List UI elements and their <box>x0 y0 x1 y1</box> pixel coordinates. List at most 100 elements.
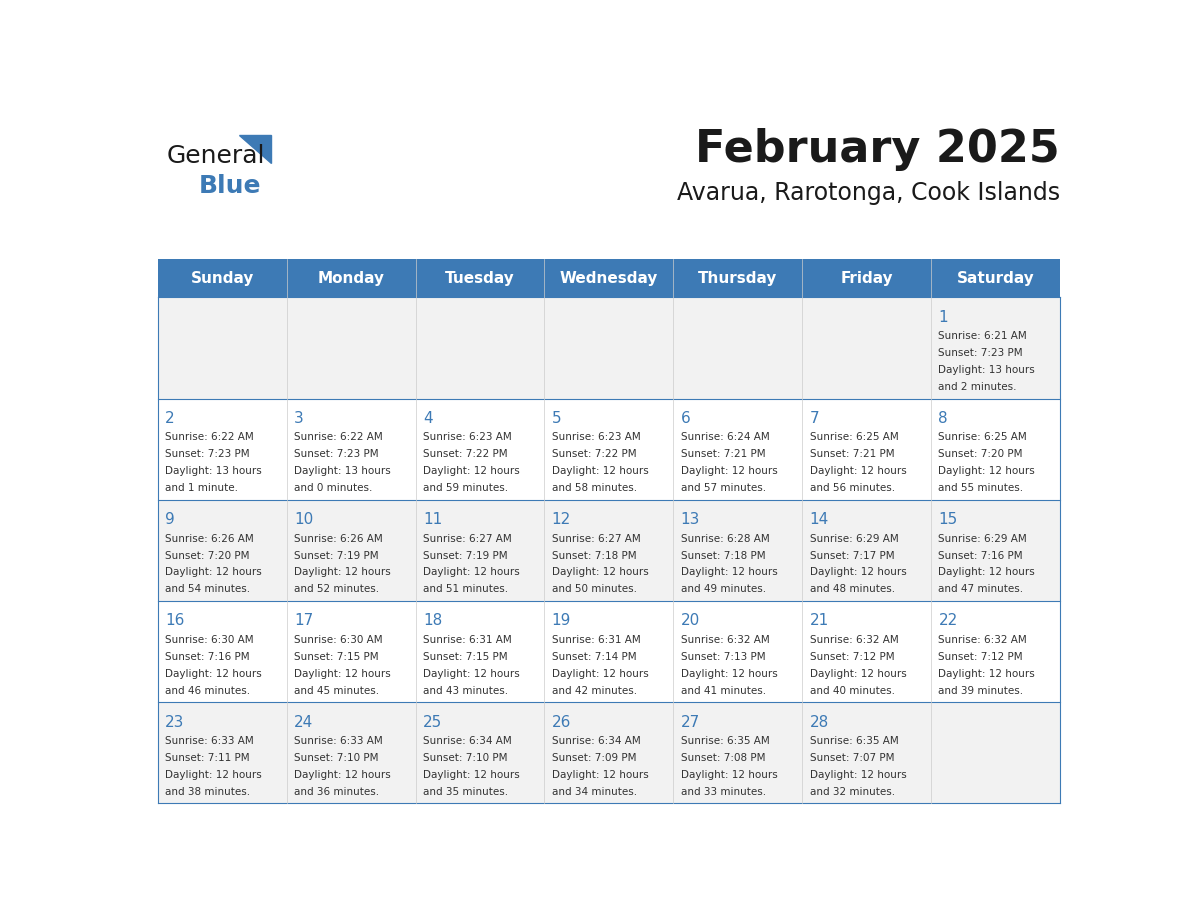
Text: Sunrise: 6:31 AM: Sunrise: 6:31 AM <box>551 634 640 644</box>
Text: Thursday: Thursday <box>699 271 777 285</box>
Text: 15: 15 <box>939 512 958 527</box>
Text: Sunset: 7:11 PM: Sunset: 7:11 PM <box>165 753 249 763</box>
Text: and 33 minutes.: and 33 minutes. <box>681 787 766 797</box>
Text: Sunset: 7:23 PM: Sunset: 7:23 PM <box>939 348 1023 358</box>
Text: and 35 minutes.: and 35 minutes. <box>423 787 508 797</box>
Text: Daylight: 12 hours: Daylight: 12 hours <box>423 466 519 476</box>
Text: Sunset: 7:19 PM: Sunset: 7:19 PM <box>293 551 379 561</box>
Text: Sunrise: 6:24 AM: Sunrise: 6:24 AM <box>681 432 770 442</box>
Text: Sunset: 7:20 PM: Sunset: 7:20 PM <box>939 450 1023 459</box>
Text: 2: 2 <box>165 411 175 426</box>
Text: 23: 23 <box>165 714 184 730</box>
Text: Daylight: 12 hours: Daylight: 12 hours <box>423 567 519 577</box>
Text: Daylight: 12 hours: Daylight: 12 hours <box>551 466 649 476</box>
Text: and 45 minutes.: and 45 minutes. <box>293 686 379 696</box>
Text: Daylight: 13 hours: Daylight: 13 hours <box>165 466 261 476</box>
Text: and 1 minute.: and 1 minute. <box>165 484 238 493</box>
Text: 12: 12 <box>551 512 571 527</box>
Text: Daylight: 12 hours: Daylight: 12 hours <box>293 567 391 577</box>
Text: Sunrise: 6:31 AM: Sunrise: 6:31 AM <box>423 634 512 644</box>
Polygon shape <box>239 135 271 163</box>
Text: Sunset: 7:15 PM: Sunset: 7:15 PM <box>423 652 507 662</box>
Text: and 36 minutes.: and 36 minutes. <box>293 787 379 797</box>
Text: and 43 minutes.: and 43 minutes. <box>423 686 508 696</box>
Text: Avarua, Rarotonga, Cook Islands: Avarua, Rarotonga, Cook Islands <box>677 181 1060 205</box>
Text: Daylight: 12 hours: Daylight: 12 hours <box>165 668 261 678</box>
Text: and 34 minutes.: and 34 minutes. <box>551 787 637 797</box>
Text: 21: 21 <box>809 613 829 629</box>
Text: and 40 minutes.: and 40 minutes. <box>809 686 895 696</box>
Text: and 58 minutes.: and 58 minutes. <box>551 484 637 493</box>
Text: Tuesday: Tuesday <box>446 271 514 285</box>
Text: Daylight: 12 hours: Daylight: 12 hours <box>551 769 649 779</box>
Text: Sunset: 7:07 PM: Sunset: 7:07 PM <box>809 753 895 763</box>
Text: Wednesday: Wednesday <box>560 271 658 285</box>
Text: Sunset: 7:20 PM: Sunset: 7:20 PM <box>165 551 249 561</box>
Text: 14: 14 <box>809 512 829 527</box>
Text: Daylight: 12 hours: Daylight: 12 hours <box>423 668 519 678</box>
Text: Daylight: 12 hours: Daylight: 12 hours <box>939 668 1035 678</box>
Text: and 0 minutes.: and 0 minutes. <box>293 484 372 493</box>
Text: and 55 minutes.: and 55 minutes. <box>939 484 1024 493</box>
Text: Daylight: 12 hours: Daylight: 12 hours <box>165 769 261 779</box>
Text: Sunset: 7:09 PM: Sunset: 7:09 PM <box>551 753 637 763</box>
Text: Sunset: 7:13 PM: Sunset: 7:13 PM <box>681 652 765 662</box>
Text: Sunrise: 6:32 AM: Sunrise: 6:32 AM <box>939 634 1028 644</box>
Text: and 38 minutes.: and 38 minutes. <box>165 787 251 797</box>
Text: Sunrise: 6:22 AM: Sunrise: 6:22 AM <box>165 432 254 442</box>
Text: Sunrise: 6:23 AM: Sunrise: 6:23 AM <box>423 432 512 442</box>
Text: 11: 11 <box>423 512 442 527</box>
Text: 19: 19 <box>551 613 571 629</box>
Text: 18: 18 <box>423 613 442 629</box>
Text: Sunrise: 6:30 AM: Sunrise: 6:30 AM <box>293 634 383 644</box>
Text: Daylight: 12 hours: Daylight: 12 hours <box>809 668 906 678</box>
Text: Sunset: 7:12 PM: Sunset: 7:12 PM <box>809 652 895 662</box>
Text: Daylight: 12 hours: Daylight: 12 hours <box>293 668 391 678</box>
Text: 25: 25 <box>423 714 442 730</box>
Text: and 46 minutes.: and 46 minutes. <box>165 686 251 696</box>
Text: Daylight: 12 hours: Daylight: 12 hours <box>423 769 519 779</box>
Text: Sunset: 7:23 PM: Sunset: 7:23 PM <box>293 450 379 459</box>
Text: Sunrise: 6:29 AM: Sunrise: 6:29 AM <box>939 533 1028 543</box>
Text: Daylight: 12 hours: Daylight: 12 hours <box>681 466 777 476</box>
Text: 13: 13 <box>681 512 700 527</box>
Text: 3: 3 <box>293 411 304 426</box>
Text: 27: 27 <box>681 714 700 730</box>
Text: Sunrise: 6:25 AM: Sunrise: 6:25 AM <box>939 432 1028 442</box>
Text: 1: 1 <box>939 310 948 325</box>
Bar <box>158 600 1060 701</box>
Bar <box>158 297 1060 398</box>
Text: Daylight: 12 hours: Daylight: 12 hours <box>165 567 261 577</box>
Text: Sunset: 7:12 PM: Sunset: 7:12 PM <box>939 652 1023 662</box>
Text: Sunrise: 6:27 AM: Sunrise: 6:27 AM <box>423 533 512 543</box>
Text: Sunrise: 6:29 AM: Sunrise: 6:29 AM <box>809 533 898 543</box>
Text: and 42 minutes.: and 42 minutes. <box>551 686 637 696</box>
Text: Monday: Monday <box>317 271 385 285</box>
Text: and 48 minutes.: and 48 minutes. <box>809 585 895 595</box>
Text: General: General <box>166 144 265 168</box>
Text: Sunset: 7:16 PM: Sunset: 7:16 PM <box>165 652 249 662</box>
Text: Daylight: 12 hours: Daylight: 12 hours <box>681 567 777 577</box>
Text: Daylight: 12 hours: Daylight: 12 hours <box>551 668 649 678</box>
Text: 22: 22 <box>939 613 958 629</box>
Text: 7: 7 <box>809 411 820 426</box>
Text: 6: 6 <box>681 411 690 426</box>
Text: Blue: Blue <box>200 174 261 197</box>
Text: and 54 minutes.: and 54 minutes. <box>165 585 251 595</box>
Text: Daylight: 12 hours: Daylight: 12 hours <box>809 567 906 577</box>
Text: Sunrise: 6:27 AM: Sunrise: 6:27 AM <box>551 533 640 543</box>
Text: Sunset: 7:22 PM: Sunset: 7:22 PM <box>423 450 507 459</box>
Text: 24: 24 <box>293 714 314 730</box>
Text: 26: 26 <box>551 714 571 730</box>
Text: Friday: Friday <box>840 271 893 285</box>
Text: and 41 minutes.: and 41 minutes. <box>681 686 766 696</box>
Text: and 32 minutes.: and 32 minutes. <box>809 787 895 797</box>
Text: Sunrise: 6:23 AM: Sunrise: 6:23 AM <box>551 432 640 442</box>
Text: Sunrise: 6:35 AM: Sunrise: 6:35 AM <box>681 735 770 745</box>
Text: and 51 minutes.: and 51 minutes. <box>423 585 508 595</box>
Text: Sunset: 7:18 PM: Sunset: 7:18 PM <box>551 551 637 561</box>
Text: Sunset: 7:08 PM: Sunset: 7:08 PM <box>681 753 765 763</box>
Text: and 49 minutes.: and 49 minutes. <box>681 585 766 595</box>
Text: 4: 4 <box>423 411 432 426</box>
Text: Sunset: 7:10 PM: Sunset: 7:10 PM <box>423 753 507 763</box>
